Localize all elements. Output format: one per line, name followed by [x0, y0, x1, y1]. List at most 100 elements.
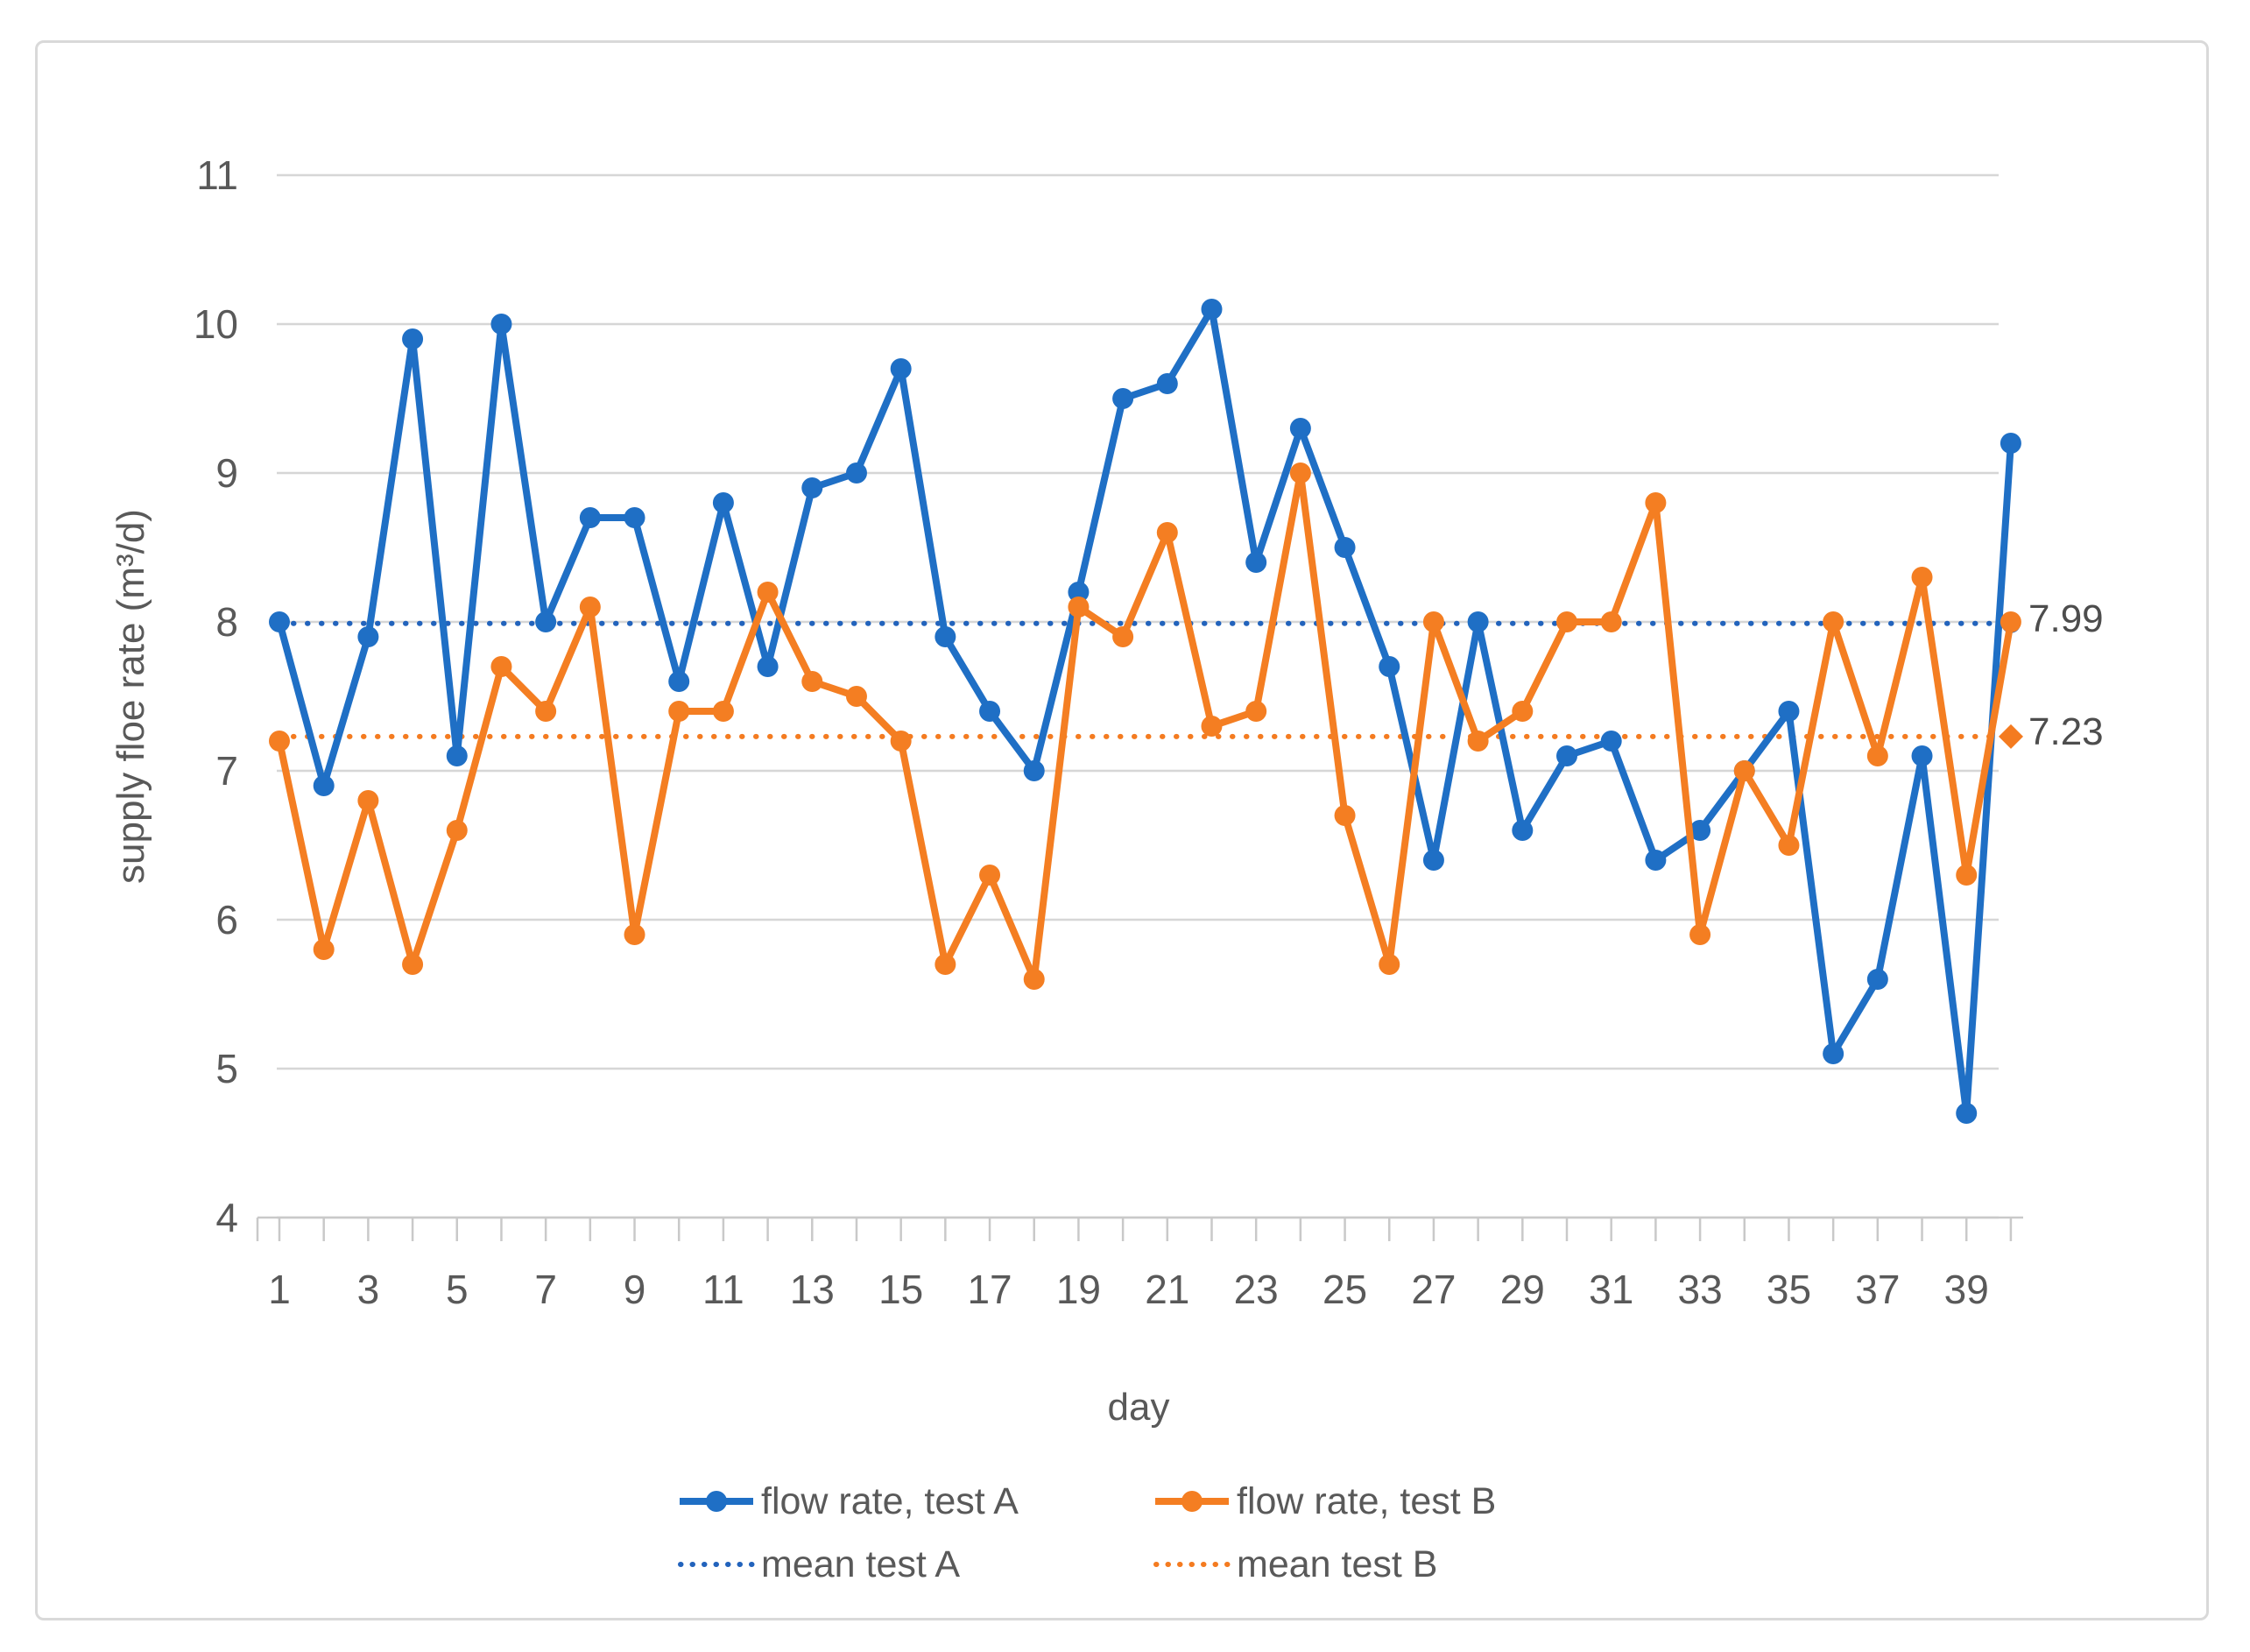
data-point	[979, 701, 1001, 722]
x-axis	[256, 1216, 2023, 1241]
svg-text:39: 39	[1944, 1267, 1989, 1312]
data-point	[446, 820, 468, 841]
data-point	[935, 626, 956, 647]
data-point	[2000, 433, 2021, 454]
data-point	[757, 582, 779, 603]
legend-item-series-b: flow rate, test B	[1153, 1479, 1496, 1524]
data-point	[2000, 611, 2021, 632]
data-point	[1911, 567, 1933, 588]
data-point	[935, 954, 956, 975]
svg-text:21: 21	[1145, 1267, 1189, 1312]
mean-a-value-label: 7.99	[2028, 597, 2104, 640]
svg-text:4: 4	[215, 1195, 238, 1240]
data-point	[1379, 656, 1400, 677]
data-point	[1778, 835, 1800, 856]
svg-text:3: 3	[357, 1267, 380, 1312]
data-point	[1289, 462, 1311, 484]
data-point	[269, 731, 290, 752]
mean-a-legend-marker	[678, 1562, 755, 1567]
svg-text:29: 29	[1500, 1267, 1545, 1312]
data-point	[1068, 597, 1090, 618]
data-point	[1112, 388, 1134, 409]
data-point	[1823, 1043, 1844, 1064]
data-point	[1645, 492, 1667, 513]
data-point	[757, 656, 779, 677]
data-point	[1023, 760, 1045, 781]
svg-text:19: 19	[1056, 1267, 1101, 1312]
y-axis-labels: 4 5 6 7 8 9 10 11	[194, 152, 238, 1240]
svg-text:35: 35	[1767, 1267, 1811, 1312]
data-point	[1689, 820, 1711, 841]
data-point	[1289, 418, 1311, 439]
legend-label: mean test A	[761, 1543, 961, 1585]
data-point	[801, 671, 823, 692]
data-point	[1245, 701, 1267, 722]
svg-text:11: 11	[196, 152, 238, 198]
legend-item-mean-b: mean test B	[1153, 1542, 1437, 1587]
data-point	[1645, 850, 1667, 871]
data-point	[1733, 760, 1755, 781]
x-axis-labels: 1 3 5 7 9 11 13 15 17 19 21 23 25 27 29 31 33 35 37 39	[268, 1267, 1989, 1312]
data-point	[668, 671, 690, 692]
data-point	[1023, 969, 1045, 990]
series-b-legend-marker	[1155, 1491, 1229, 1512]
data-point	[624, 924, 645, 945]
svg-text:9: 9	[624, 1267, 646, 1312]
data-point	[1422, 611, 1444, 632]
data-point	[1866, 969, 1888, 990]
legend-item-series-a: flow rate, test A	[677, 1479, 1019, 1524]
svg-text:5: 5	[215, 1046, 238, 1091]
y-axis-title: supply floe rate (m³/d)	[109, 509, 152, 884]
svg-text:25: 25	[1322, 1267, 1367, 1312]
data-point	[890, 358, 912, 379]
data-point	[1156, 373, 1178, 394]
svg-text:6: 6	[215, 897, 238, 942]
data-point	[1334, 537, 1356, 558]
data-point	[535, 611, 557, 632]
data-point	[535, 701, 557, 722]
data-point	[1956, 865, 1978, 886]
svg-text:37: 37	[1855, 1267, 1900, 1312]
svg-text:17: 17	[967, 1267, 1012, 1312]
data-point	[1911, 745, 1933, 766]
data-point	[1556, 611, 1578, 632]
data-point	[1467, 731, 1489, 752]
data-point	[1156, 522, 1178, 543]
data-point	[845, 462, 867, 484]
data-point	[1866, 745, 1888, 766]
data-point	[490, 314, 512, 335]
data-point	[402, 954, 424, 975]
series-a	[269, 299, 2021, 1124]
data-point	[624, 507, 645, 528]
data-point	[490, 656, 512, 677]
data-point	[1512, 820, 1534, 841]
data-point	[1422, 850, 1444, 871]
data-point	[1201, 299, 1223, 320]
svg-text:7: 7	[534, 1267, 557, 1312]
svg-text:13: 13	[790, 1267, 835, 1312]
legend-label: flow rate, test B	[1237, 1479, 1497, 1522]
data-point	[1956, 1103, 1978, 1124]
data-point	[801, 477, 823, 498]
svg-text:11: 11	[702, 1267, 744, 1312]
data-point	[712, 701, 734, 722]
series-b	[269, 462, 2021, 990]
data-point	[979, 865, 1001, 886]
data-point	[357, 790, 379, 811]
data-point	[1334, 805, 1356, 826]
data-point	[269, 611, 290, 632]
mean-b-value-label: 7.23	[2028, 710, 2104, 753]
svg-text:33: 33	[1677, 1267, 1722, 1312]
data-point	[1689, 924, 1711, 945]
data-point	[1112, 626, 1134, 647]
data-point	[1512, 701, 1534, 722]
x-axis-title: day	[1107, 1386, 1170, 1429]
svg-text:7: 7	[215, 748, 238, 794]
data-point	[1600, 611, 1622, 632]
data-point	[579, 507, 601, 528]
figure-border	[35, 40, 2209, 1620]
data-point	[579, 597, 601, 618]
data-point	[446, 745, 468, 766]
